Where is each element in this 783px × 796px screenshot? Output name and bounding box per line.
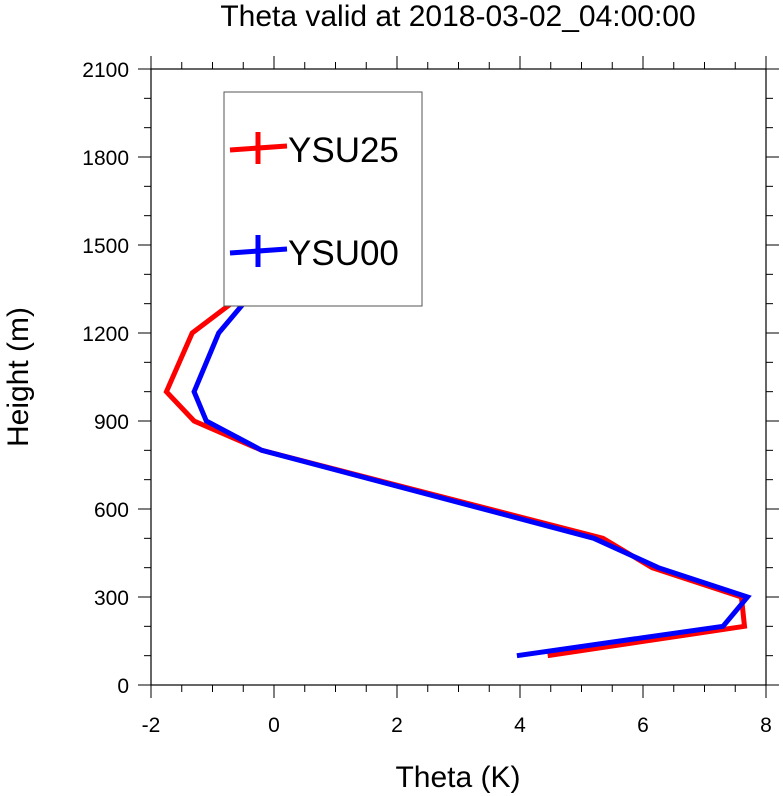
y-tick-label: 2100: [82, 59, 129, 82]
axis-tick-labels: -2 0 2 4 6 8 0 300 600 900 1200 1500 1800 2100: [82, 59, 772, 737]
x-tick-label: 8: [760, 714, 772, 737]
y-tick-label: 300: [94, 587, 129, 610]
y-tick-label: 1800: [82, 147, 129, 170]
legend-label-ysu25: YSU25: [288, 131, 399, 170]
x-tick-label: 6: [637, 714, 649, 737]
x-tick-label: 4: [514, 714, 526, 737]
y-axis-label: Height (m): [2, 307, 35, 447]
y-tick-label: 0: [117, 675, 129, 698]
x-tick-label: 0: [268, 714, 280, 737]
x-tick-label: 2: [391, 714, 403, 737]
y-tick-label: 1200: [82, 323, 129, 346]
x-axis-label: Theta (K): [395, 761, 520, 794]
axis-ticks: [138, 56, 779, 698]
legend: YSU25 YSU00: [223, 91, 423, 307]
y-tick-label: 600: [94, 499, 129, 522]
legend-label-ysu00: YSU00: [288, 234, 399, 273]
x-tick-label: -2: [142, 714, 161, 737]
chart-title: Theta valid at 2018-03-02_04:00:00: [220, 0, 695, 33]
legend-box: [223, 91, 423, 307]
y-tick-label: 900: [94, 411, 129, 434]
y-tick-label: 1500: [82, 235, 129, 258]
